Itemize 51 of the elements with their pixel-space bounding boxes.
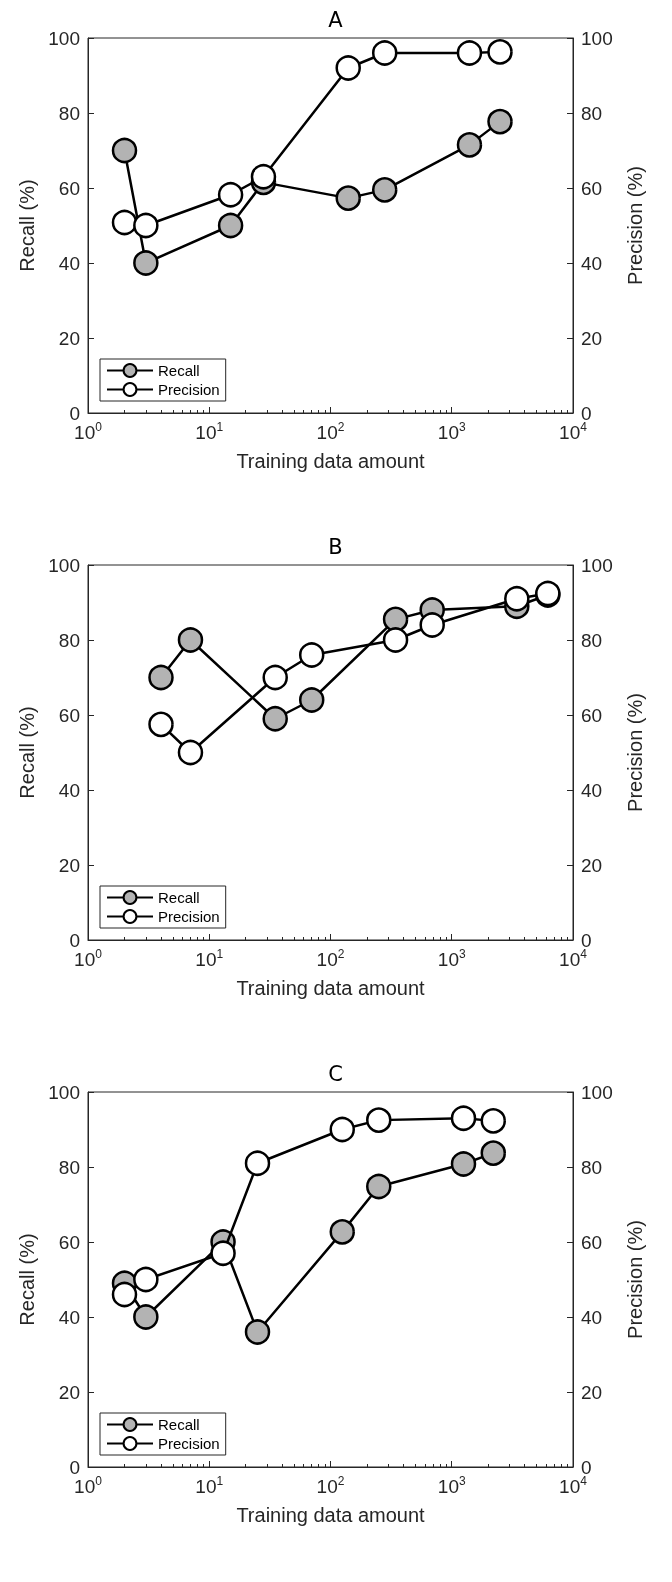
y-tick-label: 60 (58, 177, 80, 199)
y2-tick-label: 40 (581, 779, 603, 801)
y2-tick-label: 20 (581, 1381, 603, 1403)
y-tick-label: 100 (48, 1081, 80, 1103)
y-tick-label: 80 (58, 1156, 80, 1178)
y-tick-label: 60 (58, 1231, 80, 1253)
y2-tick-label: 40 (581, 252, 603, 274)
y-tick-label: 80 (58, 102, 80, 124)
y-tick-label: 80 (58, 629, 80, 651)
y2-tick-label: 60 (581, 1231, 603, 1253)
y2-axis-title: Precision (%) (624, 166, 646, 285)
y2-tick-label: 100 (581, 27, 613, 49)
y2-tick-label: 60 (581, 704, 603, 726)
x-axis-title: Training data amount (236, 977, 426, 999)
y-tick-label: 100 (48, 27, 80, 49)
x-axis-title: Training data amount (236, 450, 426, 472)
x-axis-title: Training data amount (236, 1504, 426, 1526)
y-tick-label: 40 (58, 252, 80, 274)
y-tick-label: 100 (48, 554, 80, 576)
y-tick-label: 40 (58, 779, 80, 801)
chart-title: C (328, 1061, 343, 1086)
y2-tick-label: 80 (581, 1156, 603, 1178)
chart-title: A (328, 7, 344, 32)
legend-label: Precision (158, 381, 220, 398)
y2-tick-label: 40 (581, 1306, 603, 1328)
y2-axis-title: Precision (%) (624, 693, 646, 812)
y-tick-label: 0 (69, 1456, 80, 1478)
legend-label: Recall (158, 1416, 200, 1433)
y2-tick-label: 100 (581, 554, 613, 576)
legend-label: Precision (158, 1435, 220, 1452)
y-tick-label: 20 (58, 854, 80, 876)
y-tick-label: 40 (58, 1306, 80, 1328)
legend-label: Precision (158, 908, 220, 925)
y-tick-label: 0 (69, 402, 80, 424)
y2-axis-title: Precision (%) (624, 1220, 646, 1339)
y2-tick-label: 20 (581, 327, 603, 349)
y-axis-title: Recall (%) (16, 179, 39, 272)
y2-tick-label: 60 (581, 177, 603, 199)
y-tick-label: 20 (58, 1381, 80, 1403)
legend-label: Recall (158, 362, 200, 379)
y2-tick-label: 80 (581, 629, 603, 651)
y-axis-title: Recall (%) (16, 1233, 39, 1326)
y-axis-title: Recall (%) (16, 706, 39, 799)
legend-label: Recall (158, 889, 200, 906)
y2-tick-label: 100 (581, 1081, 613, 1103)
chart-title: B (328, 534, 343, 559)
y2-tick-label: 20 (581, 854, 603, 876)
y-tick-label: 60 (58, 704, 80, 726)
y-tick-label: 20 (58, 327, 80, 349)
y2-tick-label: 80 (581, 102, 603, 124)
y-tick-label: 0 (69, 929, 80, 951)
